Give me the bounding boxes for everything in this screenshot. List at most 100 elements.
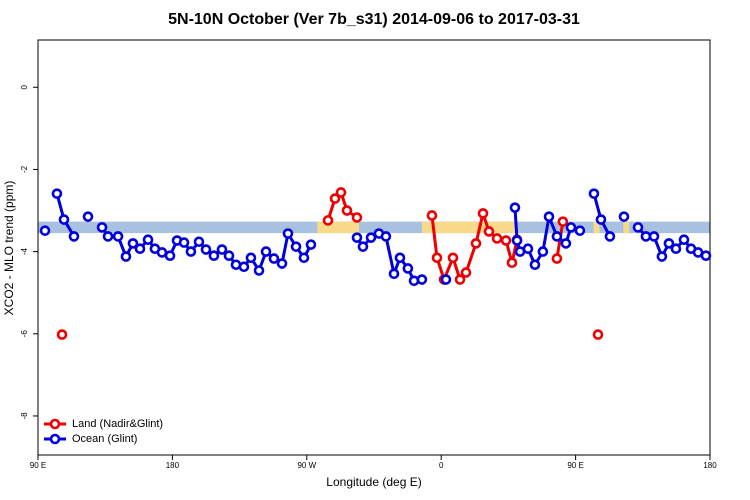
data-point [700, 250, 712, 262]
data-point [351, 212, 363, 223]
data-point [102, 231, 114, 242]
data-point [82, 211, 94, 222]
data-point [506, 257, 518, 269]
data-point [253, 265, 265, 276]
data-point [618, 211, 630, 222]
data-point [260, 246, 272, 257]
data-point [120, 251, 132, 262]
data-point [454, 274, 466, 285]
data-point [656, 251, 668, 262]
x-tick-label: 90 W [297, 461, 316, 470]
data-point [500, 235, 512, 246]
data-point [223, 250, 235, 262]
data-point [529, 259, 541, 271]
x-tick-label: 180 [166, 461, 180, 470]
data-point [290, 241, 302, 252]
y-axis-label: XCO2 - MLO trend (ppm) [2, 181, 16, 316]
data-point [245, 252, 257, 264]
data-point [329, 193, 341, 204]
data-point [298, 252, 310, 264]
data-point [431, 252, 443, 264]
data-point [56, 329, 68, 340]
y-tick-label: -2 [20, 165, 29, 173]
data-point [470, 238, 482, 249]
data-point [268, 253, 280, 264]
data-point [388, 268, 400, 280]
data-point [565, 222, 577, 233]
data-point [670, 243, 682, 255]
data-point [365, 232, 377, 243]
legend-marker [49, 418, 61, 430]
x-tick-label: 90 E [567, 461, 583, 470]
data-point [238, 261, 250, 273]
data-point [39, 225, 51, 236]
data-point [595, 214, 607, 225]
data-point [402, 263, 414, 274]
x-tick-label: 90 E [30, 461, 46, 470]
data-point [416, 274, 428, 285]
legend-label: Land (Nadir&Glint) [72, 418, 163, 430]
data-point [632, 222, 644, 233]
data-point [357, 241, 369, 252]
data-point [557, 216, 569, 227]
data-point [185, 246, 197, 257]
land-band [623, 221, 630, 234]
data-point [276, 258, 288, 269]
data-point [200, 244, 212, 255]
data-point [341, 205, 353, 216]
x-tick-label: 180 [703, 461, 717, 470]
data-point [648, 231, 660, 242]
data-point [193, 236, 205, 248]
y-tick-label: 0 [20, 84, 29, 89]
data-point [305, 239, 317, 250]
data-point [543, 211, 555, 222]
data-point [164, 250, 176, 262]
plot-frame [37, 39, 711, 456]
data-point [604, 231, 616, 242]
data-point [380, 231, 392, 242]
x-axis-label: Longitude (deg E) [326, 475, 421, 489]
data-point [335, 187, 347, 198]
data-point [96, 222, 108, 233]
data-point [394, 252, 406, 264]
x-tick-label: 0 [439, 461, 444, 470]
data-point [351, 232, 363, 243]
data-point [678, 234, 690, 245]
data-point [522, 243, 534, 255]
data-point [560, 238, 572, 249]
data-point [592, 329, 604, 340]
y-tick-label: -8 [20, 412, 29, 420]
reference-band [38, 221, 710, 234]
data-point [322, 215, 334, 226]
data-point [112, 231, 124, 242]
land-band [317, 221, 360, 234]
data-point [127, 238, 139, 249]
data-point [51, 188, 63, 199]
data-point [663, 238, 675, 249]
data-point [460, 267, 472, 278]
data-point [574, 225, 586, 236]
data-point [282, 228, 294, 239]
land-band [593, 221, 600, 234]
data-point [58, 214, 70, 225]
data-point [142, 234, 154, 245]
data-point [551, 253, 563, 264]
data-point [509, 202, 521, 213]
data-point [511, 235, 523, 246]
chart-title: 5N-10N October (Ver 7b_s31) 2014-09-06 t… [168, 11, 580, 28]
y-tick-label: -4 [20, 248, 29, 256]
y-tick-label: -6 [20, 330, 29, 338]
data-point [216, 244, 228, 255]
data-point [588, 188, 600, 199]
data-point [208, 250, 220, 262]
data-point [551, 231, 563, 242]
data-point [134, 243, 146, 255]
data-point [440, 274, 452, 285]
data-point [178, 237, 190, 248]
data-point [447, 252, 459, 264]
land-band [421, 221, 516, 234]
data-point [483, 226, 495, 237]
legend-marker [49, 433, 61, 445]
data-point [537, 246, 549, 257]
